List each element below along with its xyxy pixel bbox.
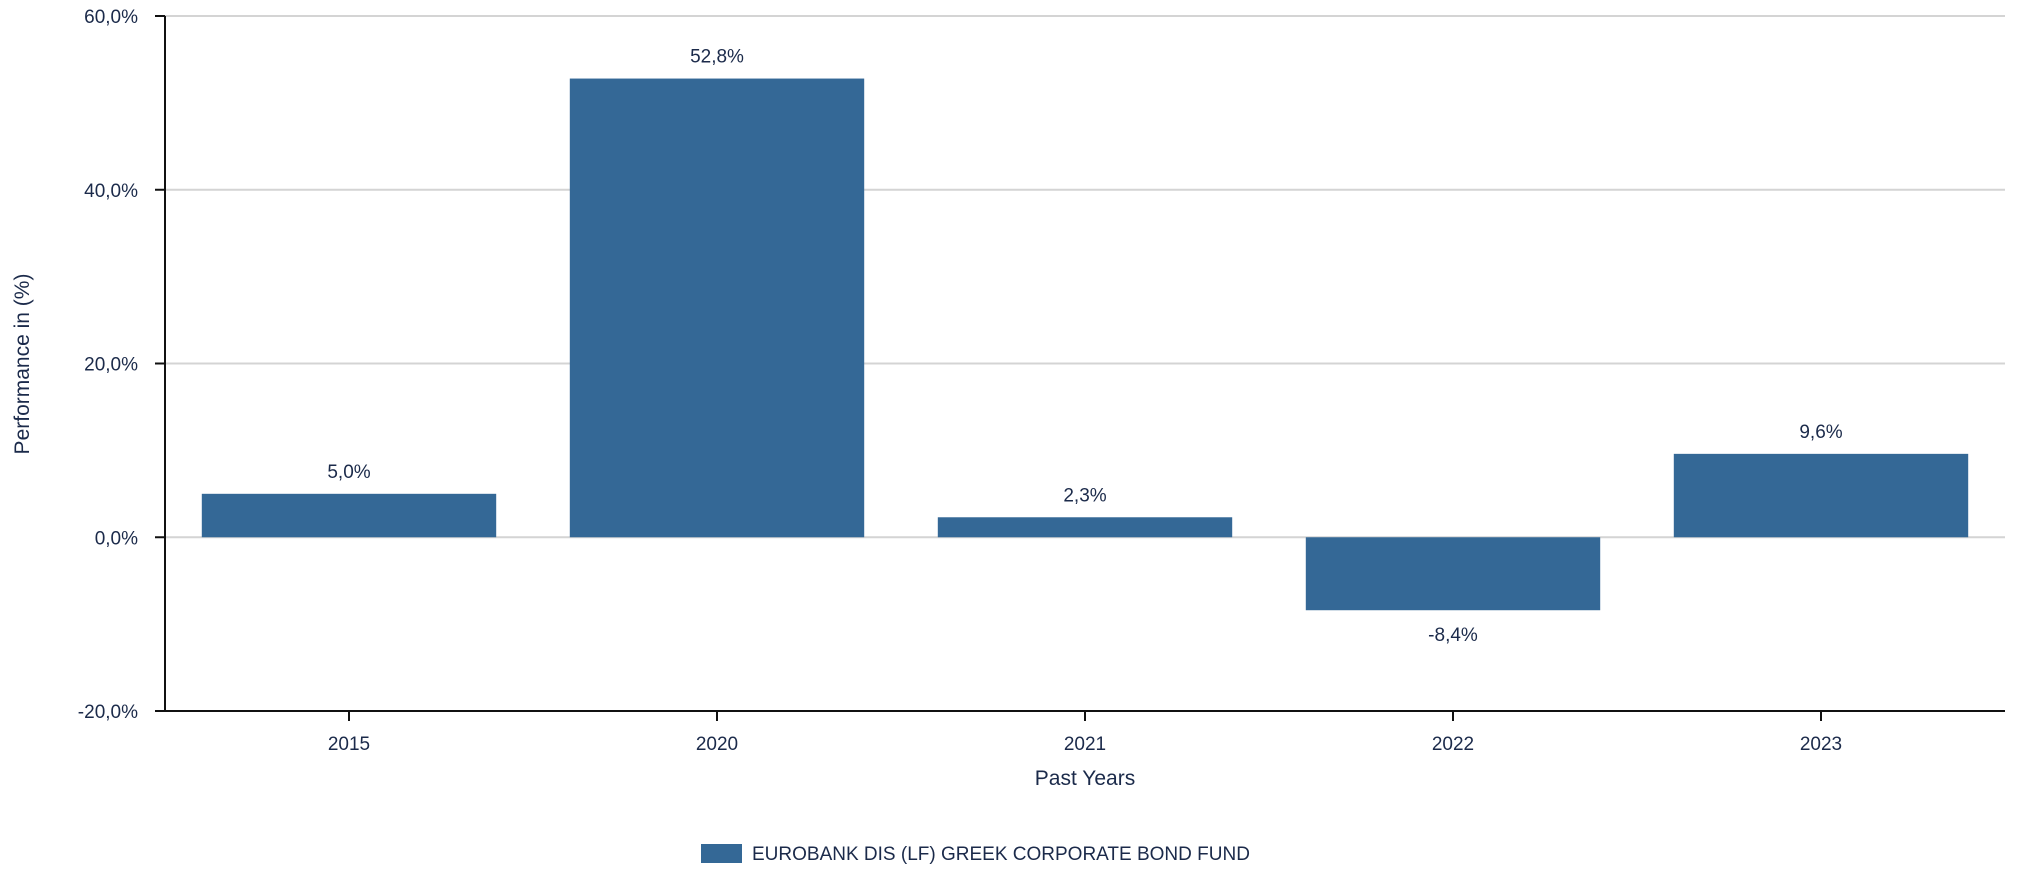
y-tick-label: 40,0% xyxy=(84,181,138,202)
x-axis-title: Past Years xyxy=(1035,767,1135,790)
data-label: -8,4% xyxy=(1428,625,1478,646)
bar-2015 xyxy=(201,493,497,538)
x-tick-label: 2021 xyxy=(1064,734,1106,755)
data-label: 2,3% xyxy=(1063,485,1106,506)
bar-2020 xyxy=(569,78,865,538)
legend-swatch xyxy=(701,844,742,863)
legend[interactable]: EUROBANK DIS (LF) GREEK CORPORATE BOND F… xyxy=(701,844,1250,865)
y-tick-label: -20,0% xyxy=(78,702,138,723)
bar-2021 xyxy=(937,517,1233,538)
data-label: 5,0% xyxy=(327,462,370,483)
x-tick-label: 2022 xyxy=(1432,734,1474,755)
bar-2022 xyxy=(1305,537,1601,611)
legend-label: EUROBANK DIS (LF) GREEK CORPORATE BOND F… xyxy=(752,844,1250,865)
y-tick-label: 0,0% xyxy=(95,528,138,549)
y-tick-label: 60,0% xyxy=(84,7,138,28)
x-tick-label: 2023 xyxy=(1800,734,1842,755)
x-tick-label: 2020 xyxy=(696,734,738,755)
bars xyxy=(201,78,1969,611)
x-tick-label: 2015 xyxy=(328,734,370,755)
data-label: 52,8% xyxy=(690,47,744,68)
data-labels: 5,0% 52,8% 2,3% -8,4% 9,6% xyxy=(327,47,1842,647)
y-axis-title: Performance in (%) xyxy=(11,274,34,455)
bar-2023 xyxy=(1673,453,1969,538)
data-label: 9,6% xyxy=(1799,422,1842,443)
y-tick-label: 20,0% xyxy=(84,355,138,376)
y-axis-ticks: -20,0% 0,0% 20,0% 40,0% 60,0% xyxy=(78,7,165,723)
x-axis-ticks: 2015 2020 2021 2022 2023 xyxy=(328,711,1842,755)
